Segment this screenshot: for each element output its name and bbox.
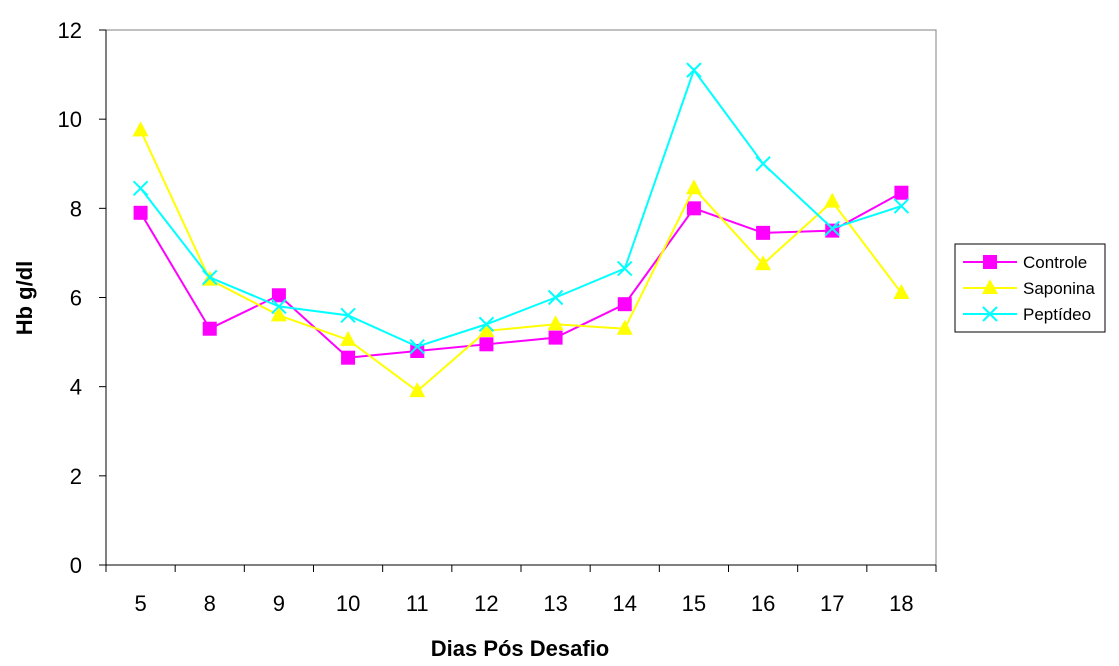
legend: Controle Saponina Peptídeo	[954, 243, 1106, 333]
x-tick-label: 10	[336, 591, 360, 616]
data-point-peptideo	[755, 156, 771, 172]
data-point-peptideo	[340, 307, 356, 324]
legend-item-controle: Controle	[963, 253, 1087, 272]
x-tick-label: 15	[682, 591, 706, 616]
data-point-saponina	[755, 255, 772, 271]
x-marker-stroke	[893, 198, 910, 214]
data-point-saponina	[616, 319, 633, 335]
y-tick-label: 12	[58, 18, 82, 43]
x-tick-label: 16	[751, 591, 775, 616]
x-marker-stroke	[755, 156, 771, 172]
y-tick-label: 0	[70, 553, 82, 578]
legend-marker	[983, 255, 997, 269]
x-marker-stroke	[547, 289, 564, 306]
data-point-controle	[686, 201, 701, 216]
legend-item-saponina: Saponina	[963, 279, 1095, 298]
y-axis: 0 2 4 6 8 10 12	[58, 18, 107, 578]
x-marker-stroke	[824, 220, 840, 237]
x-marker-stroke	[202, 269, 218, 286]
legend-label: Peptídeo	[1023, 305, 1091, 324]
data-point-saponina	[547, 315, 564, 331]
x-tick-label: 8	[204, 591, 216, 616]
x-marker-stroke	[132, 180, 149, 196]
x-marker-stroke	[617, 260, 633, 277]
data-point-peptideo	[547, 289, 564, 306]
x-axis: 5 8 9 10 11 12 13 14 15 16 17 18	[105, 564, 937, 616]
x-marker-stroke	[686, 62, 702, 78]
data-point-controle	[825, 223, 840, 238]
data-point-saponina	[893, 284, 910, 300]
x-tick-label: 5	[134, 591, 146, 616]
data-point-peptideo	[617, 260, 633, 277]
y-tick-label: 10	[58, 107, 82, 132]
data-point-controle	[341, 350, 356, 365]
data-point-saponina	[409, 382, 426, 398]
legend-marker	[982, 279, 998, 294]
data-point-controle	[202, 321, 217, 336]
y-axis-title: Hb g/dl	[12, 261, 37, 336]
data-point-peptideo	[132, 180, 149, 196]
data-point-saponina	[340, 330, 357, 346]
series-line-peptideo	[139, 68, 902, 348]
x-marker-stroke	[409, 338, 425, 355]
data-point-controle	[756, 225, 771, 240]
data-point-peptideo	[271, 298, 287, 315]
data-point-controle	[410, 344, 425, 358]
series-line-saponina	[139, 129, 903, 393]
x-axis-title: Dias Pós Desafio	[431, 636, 610, 661]
data-point-peptideo	[202, 269, 218, 286]
series-layer	[132, 62, 910, 398]
data-point-controle	[617, 297, 632, 312]
x-tick-label: 14	[613, 591, 637, 616]
y-tick-label: 2	[70, 464, 82, 489]
data-point-peptideo	[478, 316, 495, 332]
x-marker-stroke	[478, 316, 495, 332]
x-marker-stroke	[982, 306, 998, 322]
series-controle	[133, 185, 909, 365]
legend-item-peptideo: Peptídeo	[963, 305, 1091, 324]
data-point-controle	[894, 185, 909, 200]
x-tick-label: 17	[820, 591, 844, 616]
x-tick-label: 9	[273, 591, 285, 616]
data-point-saponina	[824, 192, 841, 208]
data-point-saponina	[478, 321, 495, 337]
x-marker-stroke	[340, 307, 356, 324]
x-tick-label: 13	[543, 591, 567, 616]
x-tick-label: 18	[889, 591, 913, 616]
y-tick-label: 4	[70, 375, 82, 400]
data-point-controle	[133, 205, 148, 220]
legend-label: Saponina	[1023, 279, 1095, 298]
data-point-peptideo	[893, 198, 910, 214]
data-point-controle	[271, 288, 286, 303]
data-point-peptideo	[824, 220, 840, 237]
data-point-controle	[548, 330, 563, 345]
series-peptideo	[132, 62, 910, 355]
plot-border	[105, 29, 937, 566]
y-tick-label: 8	[70, 196, 82, 221]
data-point-saponina	[270, 306, 287, 322]
plot-area	[105, 29, 937, 566]
y-tick-label: 6	[70, 286, 82, 311]
data-point-peptideo	[686, 62, 702, 78]
data-point-peptideo	[409, 338, 425, 355]
legend-label: Controle	[1023, 253, 1087, 272]
x-marker-stroke	[271, 298, 287, 315]
legend-marker	[982, 306, 998, 322]
x-tick-label: 12	[474, 591, 498, 616]
data-point-saponina	[132, 121, 149, 137]
data-point-saponina	[685, 179, 702, 195]
x-tick-label: 11	[406, 591, 429, 616]
data-point-controle	[479, 337, 494, 352]
